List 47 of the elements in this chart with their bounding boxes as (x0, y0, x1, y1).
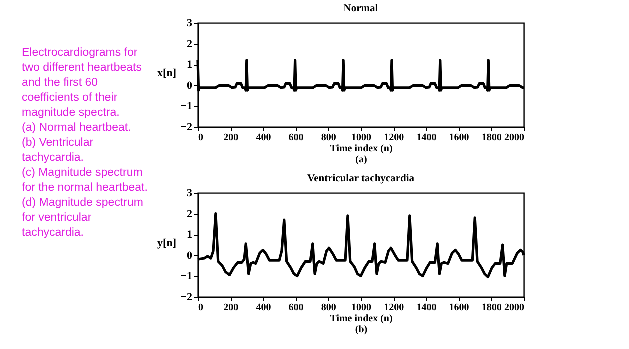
y-tick-label: 1 (187, 59, 192, 72)
x-tick-label: 800 (321, 302, 336, 314)
y-axis-title: y[n] (158, 238, 176, 250)
x-tick-label: 1400 (416, 132, 437, 144)
y-tick-label: 3 (187, 188, 193, 200)
y-tick-label: 2 (187, 208, 193, 220)
y-tick-label: 0 (187, 250, 193, 262)
x-tick-label: 800 (321, 132, 336, 144)
y-tick-label: −2 (180, 122, 193, 134)
x-tick-label: 0 (198, 302, 204, 314)
x-tick-label: 400 (256, 302, 272, 314)
y-tick-label: 3 (187, 18, 193, 30)
x-tick-label: 1800 (482, 302, 502, 314)
x-tick-label: 200 (224, 132, 239, 144)
x-tick-label: 1000 (352, 302, 372, 314)
x-tick-label: 1200 (384, 132, 404, 144)
x-tick-label: 1400 (416, 302, 437, 314)
y-axis-title: x[n] (158, 68, 176, 80)
text: (a) (356, 154, 368, 166)
text: (b) Ventricular tachycardia. (22, 136, 95, 166)
x-tick-label: 2000 (504, 302, 524, 314)
y-tick-label: −1 (180, 270, 192, 283)
x-tick-label: 1200 (384, 302, 404, 314)
x-tick-label: 2000 (504, 132, 524, 144)
text: Electrocardiograms for two different heartbeats and the first 60 coefficients of their magnitude spectra. (22, 46, 143, 121)
y-tick-label: 1 (187, 229, 192, 242)
x-axis-title: Time index (n) (330, 314, 393, 324)
x-tick-label: 600 (288, 132, 304, 144)
y-tick-label: 0 (187, 80, 193, 92)
x-tick-label: 600 (288, 302, 304, 314)
y-tick-label: 2 (187, 38, 193, 50)
x-tick-label: 400 (256, 132, 272, 144)
x-tick-label: 1800 (482, 132, 502, 144)
x-tick-label: 1000 (352, 132, 372, 144)
text: (a) Normal heartbeat. (22, 121, 132, 136)
y-tick-label: −2 (180, 292, 193, 304)
x-tick-label: 1600 (449, 302, 470, 314)
x-tick-label: 0 (198, 132, 204, 144)
chart-title: Normal (344, 4, 378, 14)
text: (d) Magnitude spectrum for ventricular tachycardia. (22, 196, 144, 241)
chart-title: Ventricular tachycardia (307, 174, 416, 184)
text: (c) Magnitude spectrum for the normal heartbeat. (22, 166, 149, 196)
x-axis-title: Time index (n) (330, 144, 393, 154)
y-tick-label: −1 (180, 100, 192, 113)
x-tick-label: 200 (224, 302, 239, 314)
text: (b) (355, 324, 368, 336)
x-tick-label: 1600 (449, 132, 470, 144)
